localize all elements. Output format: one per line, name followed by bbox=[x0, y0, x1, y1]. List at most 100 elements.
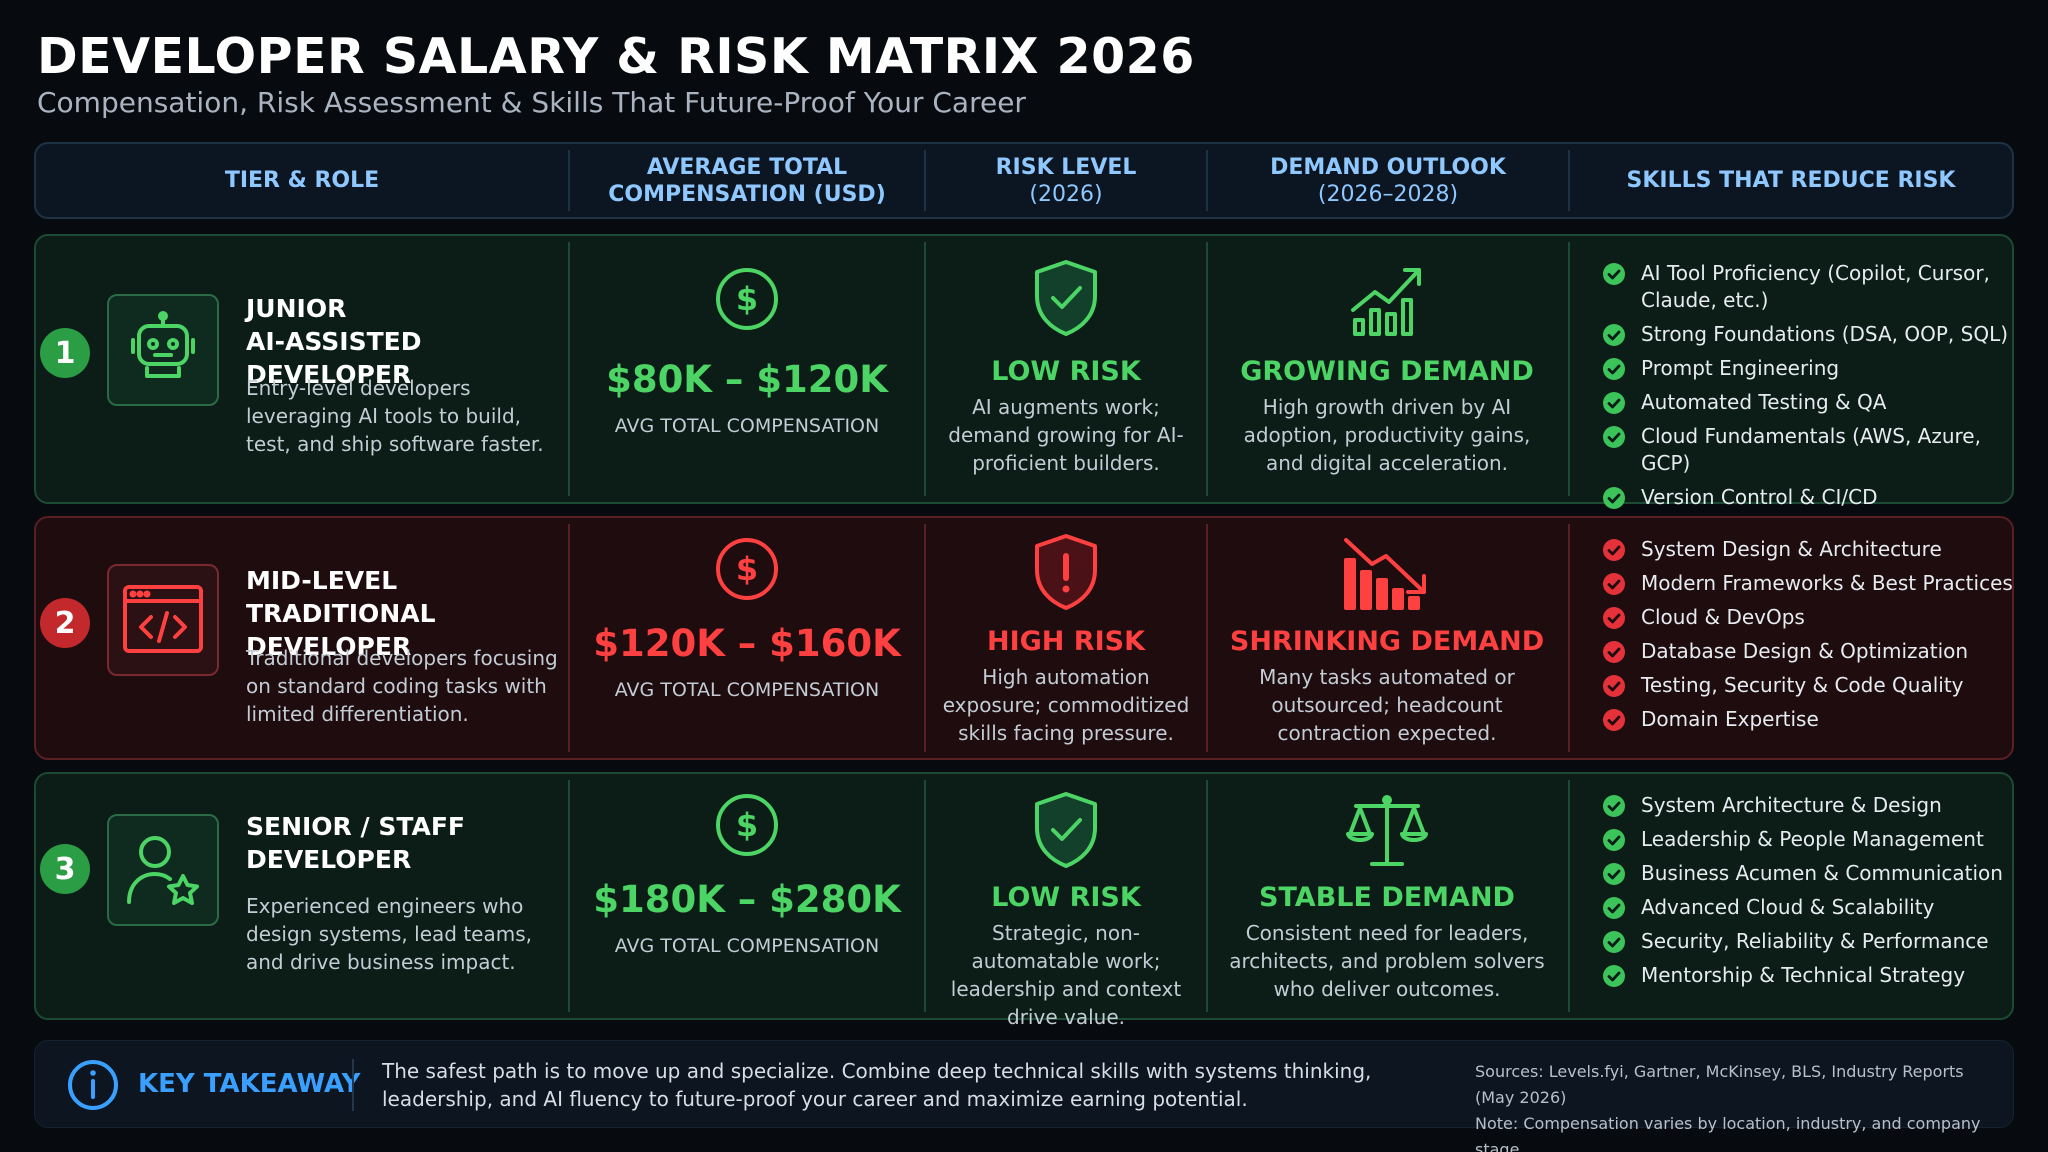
skills-list: AI Tool Proficiency (Copilot, Cursor, Cl… bbox=[1602, 260, 2022, 511]
skill-item: AI Tool Proficiency (Copilot, Cursor, Cl… bbox=[1602, 260, 2022, 314]
shield-check-icon bbox=[1035, 792, 1097, 868]
skill-item: System Design & Architecture bbox=[1602, 536, 2022, 563]
role-title: SENIOR / STAFF DEVELOPER bbox=[246, 812, 465, 874]
check-circle-icon bbox=[1603, 358, 1625, 380]
risk-cell: LOW RISK AI augments work; demand growin… bbox=[942, 258, 1190, 477]
compensation-cell: $ $120K – $160K AVG TOTAL COMPENSATION bbox=[570, 536, 924, 701]
decline-chart-icon bbox=[1344, 538, 1426, 610]
risk-description: High automation exposure; commoditized s… bbox=[942, 665, 1190, 745]
shield-check-icon bbox=[1035, 260, 1097, 336]
compensation-value: $180K – $280K bbox=[593, 878, 901, 921]
sources-note: Sources: Levels.fyi, Gartner, McKinsey, … bbox=[1475, 1059, 2005, 1152]
risk-description: AI augments work; demand growing for AI-… bbox=[948, 395, 1184, 475]
risk-cell: HIGH RISK High automation exposure; comm… bbox=[942, 532, 1190, 747]
dollar-circle-icon: $ bbox=[716, 538, 778, 600]
check-circle-icon bbox=[1603, 931, 1625, 953]
skill-item: Business Acumen & Communication bbox=[1602, 860, 2022, 887]
page-subtitle: Compensation, Risk Assessment & Skills T… bbox=[37, 86, 1026, 119]
demand-cell: SHRINKING DEMAND Many tasks automated or… bbox=[1226, 532, 1548, 747]
shield-alert-icon bbox=[1035, 534, 1097, 610]
key-takeaway-text: The safest path is to move up and specia… bbox=[382, 1059, 1372, 1111]
col-header-risk: RISK LEVEL (2026) bbox=[995, 154, 1137, 207]
compensation-label: AVG TOTAL COMPENSATION bbox=[614, 679, 880, 701]
robot-icon bbox=[107, 294, 219, 406]
skill-item: Testing, Security & Code Quality bbox=[1602, 672, 2022, 699]
dollar-circle-icon: $ bbox=[716, 794, 778, 856]
tier-number-badge: 2 bbox=[40, 598, 90, 648]
user-star-icon bbox=[107, 814, 219, 926]
skill-item: Prompt Engineering bbox=[1602, 355, 2022, 382]
risk-level: HIGH RISK bbox=[986, 626, 1145, 657]
tier-row-junior: 1 JUNIOR AI-ASSISTED DEVELOPER Entry-leve… bbox=[34, 234, 2014, 509]
check-circle-icon bbox=[1603, 897, 1625, 919]
check-circle-icon bbox=[1603, 263, 1625, 285]
col-header-tier: TIER & ROLE bbox=[224, 168, 380, 193]
role-title: JUNIOR AI-ASSISTED DEVELOPER bbox=[246, 294, 422, 389]
skills-list: System Design & Architecture Modern Fram… bbox=[1602, 536, 2022, 733]
compensation-value: $120K – $160K bbox=[593, 622, 901, 665]
check-circle-icon bbox=[1603, 863, 1625, 885]
demand-description: Consistent need for leaders, architects,… bbox=[1229, 921, 1545, 1001]
demand-outlook: SHRINKING DEMAND bbox=[1229, 626, 1545, 657]
demand-cell: GROWING DEMAND High growth driven by AI … bbox=[1226, 258, 1548, 477]
svg-text:$: $ bbox=[736, 806, 758, 844]
col-header-demand: DEMAND OUTLOOK (2026–2028) bbox=[1270, 154, 1506, 207]
skill-item: Mentorship & Technical Strategy bbox=[1602, 962, 2022, 989]
key-takeaway-panel: KEY TAKEAWAY The safest path is to move … bbox=[34, 1040, 2014, 1152]
skill-item: Database Design & Optimization bbox=[1602, 638, 2022, 665]
demand-outlook: GROWING DEMAND bbox=[1240, 356, 1534, 387]
skill-item: Security, Reliability & Performance bbox=[1602, 928, 2022, 955]
skill-item: Cloud Fundamentals (AWS, Azure, GCP) bbox=[1602, 423, 2022, 477]
tier-number-badge: 1 bbox=[40, 328, 90, 378]
skill-item: Advanced Cloud & Scalability bbox=[1602, 894, 2022, 921]
compensation-cell: $ $80K – $120K AVG TOTAL COMPENSATION bbox=[570, 266, 924, 437]
risk-description: Strategic, non-automatable work; leaders… bbox=[950, 921, 1182, 1029]
svg-text:$: $ bbox=[736, 550, 758, 588]
key-takeaway-title: KEY TAKEAWAY bbox=[138, 1069, 361, 1099]
role-description: Experienced engineers who design systems… bbox=[246, 894, 532, 974]
info-icon bbox=[68, 1060, 118, 1110]
check-circle-icon bbox=[1603, 709, 1625, 731]
table-header: TIER & ROLE AVERAGE TOTAL COMPENSATION (U… bbox=[34, 142, 2014, 219]
tier-row-senior-staff: 3 SENIOR / STAFF DEVELOPER Experienced en… bbox=[34, 772, 2014, 1029]
role-title: MID-LEVEL TRADITIONAL DEVELOPER bbox=[246, 566, 436, 661]
check-circle-icon bbox=[1603, 641, 1625, 663]
compensation-label: AVG TOTAL COMPENSATION bbox=[614, 935, 880, 957]
sources-line: Sources: Levels.fyi, Gartner, McKinsey, … bbox=[1475, 1062, 1964, 1107]
check-circle-icon bbox=[1603, 539, 1625, 561]
col-header-skills: SKILLS THAT REDUCE RISK bbox=[1626, 168, 1956, 193]
compensation-label: AVG TOTAL COMPENSATION bbox=[614, 415, 880, 437]
risk-level: LOW RISK bbox=[991, 882, 1141, 913]
compensation-cell: $ $180K – $280K AVG TOTAL COMPENSATION bbox=[570, 792, 924, 957]
check-circle-icon bbox=[1603, 965, 1625, 987]
dollar-circle-icon: $ bbox=[716, 268, 778, 330]
balance-scale-icon bbox=[1346, 795, 1428, 866]
demand-outlook: STABLE DEMAND bbox=[1259, 882, 1515, 913]
risk-level: LOW RISK bbox=[991, 356, 1141, 387]
skills-list: System Architecture & Design Leadership … bbox=[1602, 792, 2022, 989]
demand-description: Many tasks automated or outsourced; head… bbox=[1259, 665, 1515, 745]
skill-item: Automated Testing & QA bbox=[1602, 389, 2022, 416]
skill-item: System Architecture & Design bbox=[1602, 792, 2022, 819]
check-circle-icon bbox=[1603, 607, 1625, 629]
check-circle-icon bbox=[1603, 795, 1625, 817]
role-description: Traditional developers focusing on stand… bbox=[246, 646, 558, 726]
skill-item: Leadership & People Management bbox=[1602, 826, 2022, 853]
skill-item: Modern Frameworks & Best Practices bbox=[1602, 570, 2022, 597]
demand-description: High growth driven by AI adoption, produ… bbox=[1243, 395, 1531, 475]
check-circle-icon bbox=[1603, 426, 1625, 448]
check-circle-icon bbox=[1603, 675, 1625, 697]
skill-item: Cloud & DevOps bbox=[1602, 604, 2022, 631]
demand-cell: STABLE DEMAND Consistent need for leader… bbox=[1226, 790, 1548, 1003]
check-circle-icon bbox=[1603, 487, 1625, 509]
tier-row-mid-level: 2 MID-LEVEL TRADITIONAL DEVELOPER Traditi… bbox=[34, 516, 2014, 760]
growth-chart-icon bbox=[1351, 268, 1421, 336]
skill-item: Strong Foundations (DSA, OOP, SQL) bbox=[1602, 321, 2022, 348]
skill-item: Version Control & CI/CD bbox=[1602, 484, 2022, 511]
compensation-value: $80K – $120K bbox=[606, 358, 888, 401]
col-header-compensation: AVERAGE TOTAL COMPENSATION (USD) bbox=[608, 154, 886, 207]
check-circle-icon bbox=[1603, 392, 1625, 414]
check-circle-icon bbox=[1603, 573, 1625, 595]
skill-item: Domain Expertise bbox=[1602, 706, 2022, 733]
check-circle-icon bbox=[1603, 324, 1625, 346]
